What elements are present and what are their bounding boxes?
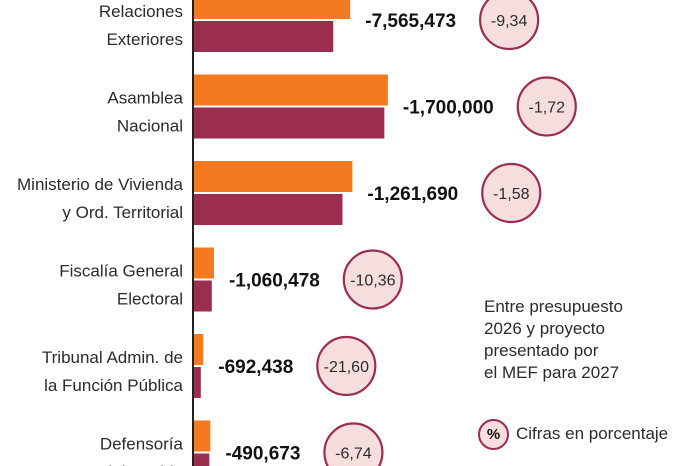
category-label: Electoral [117,290,183,309]
category-label: Relaciones [99,2,183,21]
percent-label: -1,58 [493,186,530,203]
note-line-4: el MEF para 2027 [484,363,620,382]
category-label: Asamblea [107,89,183,108]
bar-2026 [193,334,204,365]
bar-2027 [193,280,212,312]
note-line-1: Entre presupuesto [484,297,623,316]
category-label: del Pueblo [103,463,183,466]
percent-label: -6,74 [335,446,372,463]
difference-label: -1,060,478 [229,271,320,292]
difference-label: -692,438 [218,357,293,378]
difference-label: -1,261,690 [367,184,458,205]
percent-circle [316,335,377,397]
percent-circle [479,0,540,51]
note-line-2: 2026 y proyecto [484,319,605,338]
note-line-3: presentado por [484,341,599,360]
percent-circle [323,422,384,466]
category-label: Defensoría [100,435,184,454]
chart-note: Entre presupuesto 2026 y proyecto presen… [484,296,684,384]
percent-circle [516,76,577,137]
bar-2026 [193,247,214,279]
difference-label: -7,565,473 [365,11,456,32]
bar-2026 [193,420,211,452]
category-label: Nacional [117,117,183,136]
bar-2026 [193,161,353,192]
percent-label: -1,72 [529,100,566,117]
category-label: y Ord. Territorial [62,203,183,222]
category-label: la Función Pública [44,376,183,395]
legend-label: Cifras en porcentaje [516,424,669,443]
percent-label: -21,60 [324,359,369,376]
percent-circle [481,162,542,224]
bar-2026 [193,0,351,19]
legend: % Cifras en porcentaje [478,418,668,450]
bar-2027 [193,194,343,225]
difference-label: -1,700,000 [403,98,494,119]
category-label: Fiscalía General [59,262,183,281]
difference-label: -490,673 [225,444,300,465]
bar-2027 [193,107,385,139]
bar-2027 [193,367,201,398]
category-label: Ministerio de Vivienda [17,175,184,194]
category-label: Exteriores [106,30,183,49]
bar-2026 [193,74,388,106]
bar-2027 [193,21,334,52]
percent-label: -9,34 [491,13,528,30]
percent-circle [342,249,403,310]
percent-label: -10,36 [350,273,395,290]
bar-2027 [193,453,210,466]
category-label: Tribunal Admin. de [42,348,183,367]
percent-badge-icon: % [478,418,509,450]
